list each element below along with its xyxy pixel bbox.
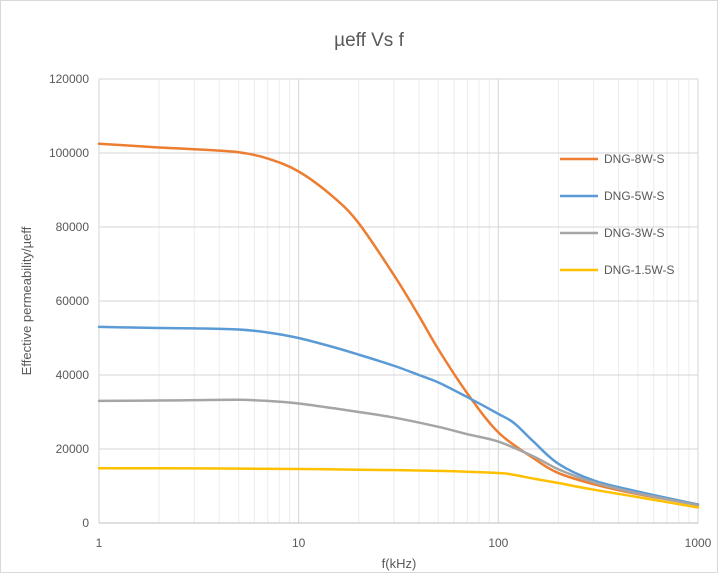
y-tick-label: 0	[82, 516, 89, 530]
series-line-1	[97, 142, 700, 506]
y-tick-label: 20000	[56, 442, 90, 456]
y-tick-label: 60000	[56, 294, 90, 308]
chart-title: µeff Vs f	[334, 30, 404, 51]
legend-label: DNG-1.5W-S	[604, 263, 674, 277]
x-tick-label: 100	[488, 536, 508, 550]
y-tick-label: 40000	[56, 368, 90, 382]
series-line-4	[97, 466, 700, 509]
series-layer	[97, 142, 700, 509]
y-tick-label: 120000	[49, 72, 89, 86]
legend-label: DNG-5W-S	[604, 189, 664, 203]
series-line-3	[97, 398, 700, 507]
major-gridlines	[98, 78, 699, 524]
series-line-2	[97, 325, 700, 506]
axes-layer: 1 10 100 1000 0 20000 40000 60000 80000 100000 120…	[49, 72, 712, 550]
legend-label: DNG-8W-S	[604, 152, 664, 166]
x-tick-label: 1	[96, 536, 103, 550]
x-tick-label: 1000	[685, 536, 712, 550]
legend-label: DNG-3W-S	[604, 226, 664, 240]
y-tick-label: 80000	[56, 220, 90, 234]
y-tick-label: 100000	[49, 146, 89, 160]
legend: DNG-8W-S DNG-5W-S DNG-3W-S DNG-1.5W-S	[560, 152, 674, 277]
x-tick-label: 10	[292, 536, 306, 550]
y-axis-title: Effective permeability/µeff	[19, 226, 34, 375]
x-axis-title: f(kHz)	[382, 556, 417, 571]
